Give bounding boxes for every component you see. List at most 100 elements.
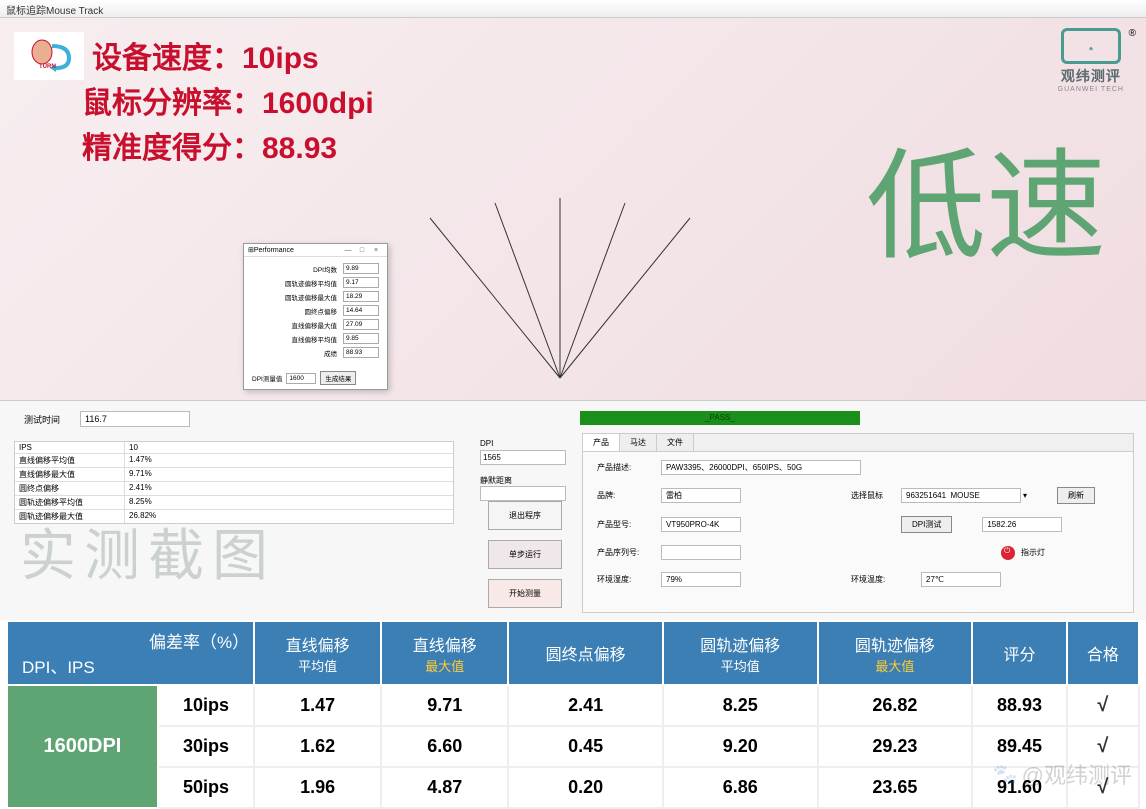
perf-generate-button[interactable]: 生成结果 [320, 371, 356, 385]
select-mouse-input[interactable] [901, 488, 1021, 503]
data-cell: 1.47 [254, 685, 381, 726]
table-corner: 偏差率（%） DPI、IPS [7, 621, 254, 685]
data-cell: 23.65 [818, 767, 973, 808]
ips-val: 9.71% [125, 468, 453, 481]
dpi-result-input[interactable] [982, 517, 1062, 532]
control-buttons: 退出程序 单步运行 开始测量 [488, 501, 562, 618]
stat-speed-label: 设备速度： [92, 42, 242, 75]
tab-motor[interactable]: 马达 [620, 434, 657, 451]
data-cell: 1.62 [254, 726, 381, 767]
perf-foot-value: 1600 [286, 373, 316, 384]
stat-lines: 设备速度：10ips 鼠标分辨率：1600dpi 精准度得分：88.93 [92, 36, 374, 171]
table-header: 直线偏移最大值 [381, 621, 508, 685]
close-icon[interactable]: × [369, 247, 383, 254]
table-header: 圆终点偏移 [508, 621, 663, 685]
perf-row-value: 9.17 [343, 277, 379, 288]
dpi-input[interactable] [480, 450, 566, 465]
model-label: 产品型号: [597, 519, 661, 530]
test-time-label: 测试时间 [24, 413, 60, 426]
perf-row-label: 圆轨迹偏移平均值 [252, 278, 343, 288]
start-button[interactable]: 开始测量 [488, 579, 562, 608]
data-cell: 88.93 [972, 685, 1067, 726]
perf-row-label: 直线偏移最大值 [252, 320, 343, 330]
table-header: 直线偏移平均值 [254, 621, 381, 685]
brand-name: 观纬测评 [1058, 66, 1124, 86]
bottom-watermark: 🐾 @观纬测评 [993, 758, 1132, 790]
serial-input[interactable] [661, 545, 741, 560]
refresh-button[interactable]: 刷新 [1057, 487, 1095, 504]
perf-row-label: DPI均数 [252, 264, 343, 274]
table-header: 圆轨迹偏移平均值 [663, 621, 818, 685]
stat-score-value: 88.93 [262, 132, 337, 165]
ips-key: 圆轨迹偏移平均值 [15, 496, 125, 509]
data-cell: 26.82 [818, 685, 973, 726]
turn-logo: TURN [14, 32, 84, 80]
tab-file[interactable]: 文件 [657, 434, 694, 451]
ips-cell: 30ips [158, 726, 254, 767]
data-cell: 2.41 [508, 685, 663, 726]
temp-input[interactable] [921, 572, 1001, 587]
indicator-label: 指示灯 [1021, 548, 1045, 557]
perf-title: Performance [254, 247, 341, 254]
pass-bar: _PASS_ [580, 411, 860, 425]
data-cell: 8.25 [663, 685, 818, 726]
humidity-input[interactable] [661, 572, 741, 587]
fan-diagram [420, 198, 700, 388]
data-cell: 1.96 [254, 767, 381, 808]
temp-label: 环境温度: [851, 574, 901, 585]
silent-distance-label: 静默距离 [480, 475, 570, 486]
data-cell: 0.20 [508, 767, 663, 808]
stat-score-label: 精准度得分： [82, 132, 262, 165]
dpi-test-button[interactable]: DPI测试 [901, 516, 952, 533]
perf-row-label: 直线偏移平均值 [252, 334, 343, 344]
perf-row-value: 88.93 [343, 347, 379, 358]
info-panel: 产品 马达 文件 产品描述: 品牌: 选择鼠标 ▾ 刷新 产品型号: DPI测试 [582, 433, 1134, 613]
ips-key: 直线偏移平均值 [15, 454, 125, 467]
test-time-row: 测试时间 [24, 411, 190, 427]
table-header: 圆轨迹偏移最大值 [818, 621, 973, 685]
data-cell: 9.20 [663, 726, 818, 767]
ips-key: 直线偏移最大值 [15, 468, 125, 481]
data-cell: 29.23 [818, 726, 973, 767]
perf-row-value: 18.29 [343, 291, 379, 302]
test-time-input[interactable] [80, 411, 190, 427]
tab-product[interactable]: 产品 [583, 434, 620, 451]
maximize-icon[interactable]: □ [355, 247, 369, 254]
ips-val: 1.47% [125, 454, 453, 467]
ips-val: 2.41% [125, 482, 453, 495]
data-cell: 6.60 [381, 726, 508, 767]
select-mouse-label: 选择鼠标 [851, 490, 901, 501]
ips-key: IPS [15, 442, 125, 453]
data-cell: 4.87 [381, 767, 508, 808]
perf-row-value: 9.85 [343, 333, 379, 344]
performance-window: ⊞ Performance — □ × DPI均数9.89圆轨迹偏移平均值9.1… [243, 243, 388, 390]
speed-category-label: 低速 [866, 148, 1106, 268]
perf-row-value: 14.64 [343, 305, 379, 316]
results-table: 偏差率（%） DPI、IPS 直线偏移平均值直线偏移最大值圆终点偏移圆轨迹偏移平… [6, 620, 1140, 809]
stat-dpi-value: 1600dpi [262, 87, 374, 120]
stat-speed-value: 10ips [242, 42, 319, 75]
svg-text:TURN: TURN [39, 64, 56, 70]
corner-top: 偏差率（%） [22, 628, 249, 653]
silent-distance-input[interactable] [480, 486, 566, 501]
window-titlebar: 鼠标追踪Mouse Track [0, 0, 1146, 18]
paw-icon: 🐾 [993, 762, 1018, 787]
model-input[interactable] [661, 517, 741, 532]
top-region: TURN 设备速度：10ips 鼠标分辨率：1600dpi 精准度得分：88.9… [0, 18, 1146, 400]
stat-dpi-label: 鼠标分辨率： [82, 87, 262, 120]
table-header: 合格 [1067, 621, 1139, 685]
ips-val: 8.25% [125, 496, 453, 509]
ips-cell: 10ips [158, 685, 254, 726]
minimize-icon[interactable]: — [341, 247, 355, 254]
perf-row-value: 9.89 [343, 263, 379, 274]
dpi-cell: 1600DPI [7, 685, 158, 808]
bottom-watermark-text: @观纬测评 [1022, 758, 1132, 790]
step-button[interactable]: 单步运行 [488, 540, 562, 569]
desc-input[interactable] [661, 460, 861, 475]
brand-input[interactable] [661, 488, 741, 503]
table-header: 评分 [972, 621, 1067, 685]
ips-cell: 50ips [158, 767, 254, 808]
data-cell: 9.71 [381, 685, 508, 726]
ips-key: 圆终点偏移 [15, 482, 125, 495]
exit-button[interactable]: 退出程序 [488, 501, 562, 530]
